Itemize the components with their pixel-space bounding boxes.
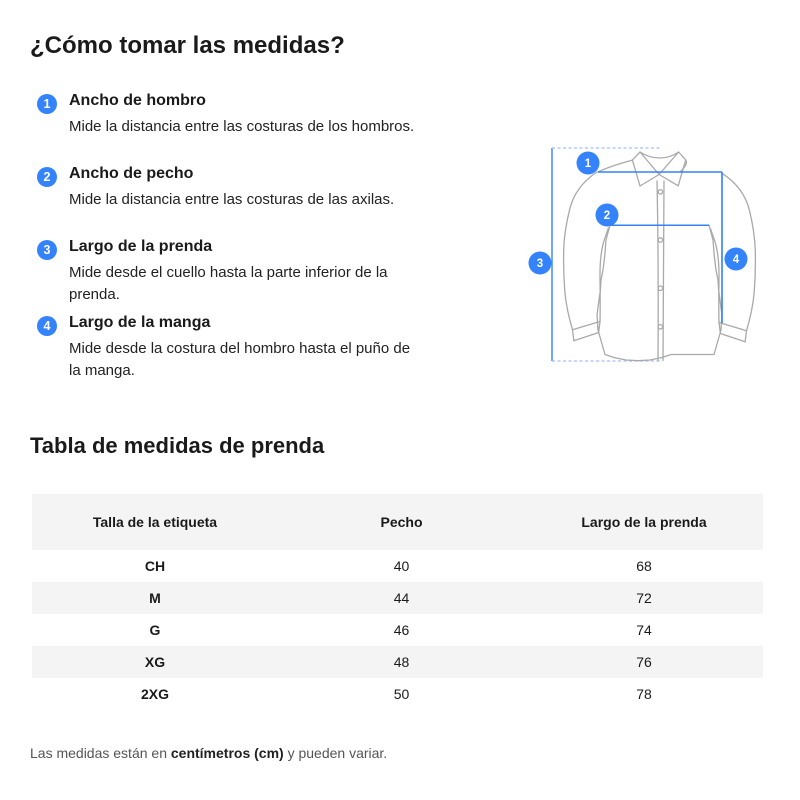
svg-text:4: 4 bbox=[733, 254, 740, 266]
svg-text:3: 3 bbox=[537, 258, 543, 270]
svg-text:2: 2 bbox=[604, 210, 610, 222]
svg-text:1: 1 bbox=[585, 158, 592, 170]
